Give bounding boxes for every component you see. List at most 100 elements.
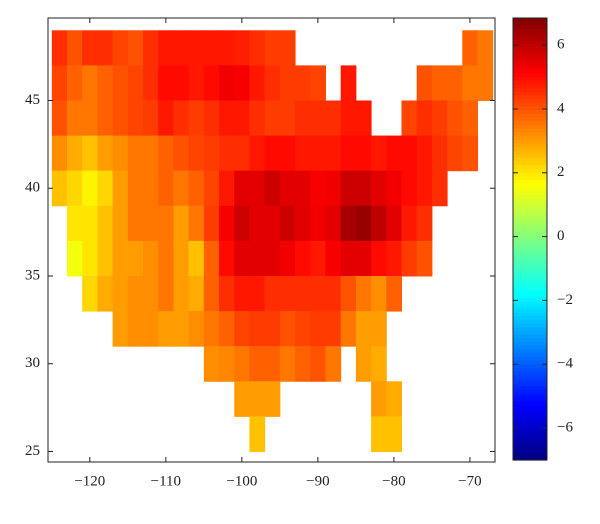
- colorbar-step: [513, 401, 547, 406]
- cell: [386, 381, 402, 417]
- colorbar-step: [513, 279, 547, 284]
- cell: [447, 135, 463, 172]
- cell: [462, 135, 479, 172]
- cell: [249, 135, 266, 172]
- colorbar-step: [513, 191, 547, 196]
- cell: [127, 311, 144, 347]
- colorbar-step: [513, 275, 547, 281]
- colorbar-step: [513, 80, 547, 85]
- cell: [295, 205, 311, 242]
- cell: [264, 381, 281, 417]
- cell: [234, 205, 250, 242]
- cell: [355, 240, 372, 277]
- cell: [188, 100, 205, 137]
- cell: [127, 275, 144, 312]
- cell: [112, 100, 129, 137]
- cell: [295, 311, 311, 347]
- colorbar-step: [513, 257, 547, 262]
- cell: [234, 100, 250, 137]
- cell: [295, 275, 311, 312]
- cell: [416, 65, 433, 101]
- colorbar-step: [513, 18, 547, 23]
- cell: [462, 65, 479, 101]
- cell: [416, 100, 433, 137]
- colorbar-step: [513, 456, 547, 461]
- cell: [203, 240, 220, 277]
- cell: [158, 170, 174, 207]
- cell: [249, 205, 266, 242]
- colorbar-step: [513, 316, 547, 321]
- cell: [264, 170, 281, 207]
- cell: [188, 240, 205, 277]
- colorbar-step: [513, 139, 547, 144]
- cell: [158, 135, 174, 172]
- cell: [431, 135, 448, 172]
- cell: [295, 135, 311, 172]
- cell: [112, 65, 129, 101]
- cell: [158, 100, 174, 137]
- cell: [127, 240, 144, 277]
- colorbar-step: [513, 250, 547, 255]
- colorbar-step: [513, 198, 547, 203]
- colorbar-step: [513, 29, 547, 34]
- cell: [340, 240, 357, 277]
- colorbar-step: [513, 356, 547, 362]
- colorbar-step: [513, 261, 547, 266]
- cell: [386, 135, 402, 172]
- cell: [97, 240, 114, 277]
- cell: [386, 416, 402, 452]
- cell: [325, 100, 342, 137]
- colorbar-step: [513, 290, 547, 295]
- cell: [355, 170, 372, 207]
- cell: [219, 275, 235, 312]
- cell: [416, 170, 433, 207]
- cell: [234, 135, 250, 172]
- cell: [447, 100, 463, 137]
- cell: [340, 205, 357, 242]
- colorbar-step: [513, 169, 547, 174]
- cell: [355, 346, 372, 382]
- cell: [143, 135, 159, 172]
- cell: [97, 205, 114, 242]
- colorbar-step: [513, 110, 547, 115]
- cell: [416, 205, 433, 242]
- cell: [386, 205, 402, 242]
- cell: [112, 135, 129, 172]
- colorbar-step: [513, 213, 547, 218]
- cell: [127, 135, 144, 172]
- colorbar-step: [513, 297, 547, 303]
- colorbar-step: [513, 452, 547, 457]
- colorbar-step: [513, 423, 547, 428]
- cell: [203, 311, 220, 347]
- colorbar-step: [513, 183, 547, 189]
- colorbar-step: [513, 441, 547, 446]
- cell: [310, 170, 326, 207]
- colorbar-step: [513, 382, 547, 387]
- colorbar-step: [513, 393, 547, 398]
- colorbar-step: [513, 154, 547, 159]
- cell: [219, 170, 235, 207]
- cell: [188, 205, 205, 242]
- colorbar-step: [513, 308, 547, 314]
- colorbar-step: [513, 415, 547, 421]
- colorbar-step: [513, 36, 547, 41]
- colorbar-step: [513, 65, 547, 71]
- cell: [143, 275, 159, 312]
- cell: [371, 416, 387, 452]
- cell: [325, 205, 342, 242]
- colorbar-step: [513, 205, 547, 211]
- cell: [310, 205, 326, 242]
- colorbar-step: [513, 239, 547, 244]
- cell: [158, 65, 174, 101]
- cell: [279, 135, 296, 172]
- cell: [143, 240, 159, 277]
- cell: [82, 135, 98, 172]
- cell: [234, 381, 250, 417]
- cell: [249, 30, 266, 66]
- colorbar-step: [513, 404, 547, 410]
- colorbar-step: [513, 113, 547, 119]
- cell: [97, 135, 114, 172]
- colorbar-step: [513, 69, 547, 74]
- cell: [173, 135, 190, 172]
- colorbar-step: [513, 84, 547, 89]
